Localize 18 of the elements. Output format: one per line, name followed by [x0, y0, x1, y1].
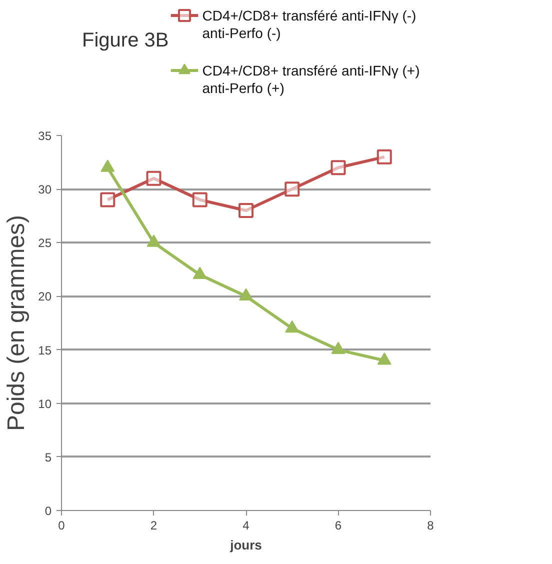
y-axis-title: Poids (en grammes): [3, 214, 30, 432]
legend-label: CD4+/CD8+ transféré anti-IFNγ (+) anti-Perfo (+): [202, 62, 420, 96]
y-tick-label: 25: [38, 236, 52, 250]
x-tick-label: 4: [242, 518, 250, 532]
y-tick-label: 10: [38, 396, 52, 411]
legend-label: CD4+/CD8+ transféré anti-IFNγ (-) anti-Perfo (-): [202, 8, 416, 42]
x-tick-label: 6: [334, 518, 342, 532]
x-tick-label: 0: [58, 518, 66, 532]
chart-title: Figure 3B: [82, 30, 169, 52]
x-tick-label: 2: [150, 518, 158, 532]
y-tick-label: 35: [38, 129, 52, 143]
y-tick-label: 5: [44, 450, 52, 464]
y-tick-label: 0: [44, 504, 52, 518]
y-tick-label: 20: [38, 290, 52, 304]
y-tick-label: 15: [38, 343, 52, 358]
y-tick-label: 30: [38, 182, 52, 197]
x-axis-title: jours: [229, 538, 262, 552]
x-tick-label: 8: [427, 518, 434, 532]
